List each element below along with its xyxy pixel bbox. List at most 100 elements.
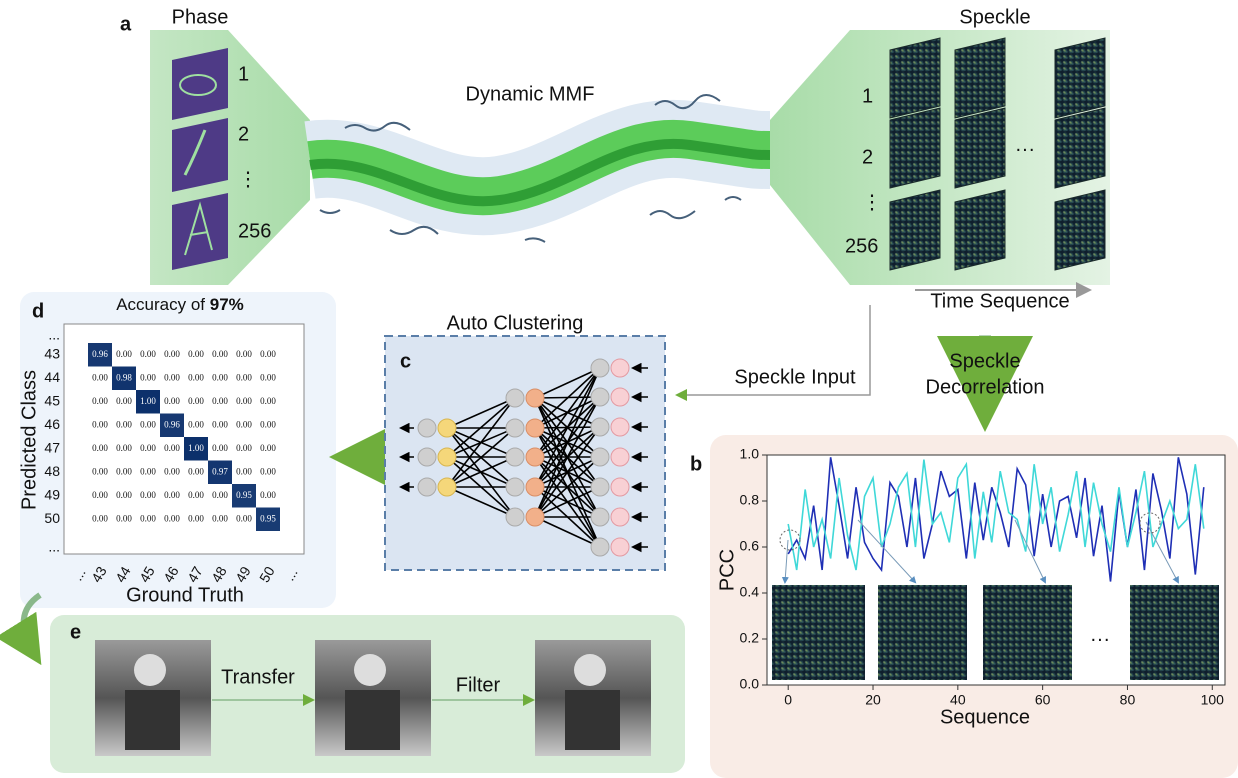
- matrix-value: 0.00: [188, 349, 204, 359]
- y-tick-label: 0.8: [740, 492, 760, 508]
- y-class-label: 47: [44, 439, 60, 455]
- inset-speckle: [772, 585, 865, 680]
- matrix-value: 0.00: [212, 349, 228, 359]
- matrix-value: 0.97: [212, 466, 228, 476]
- node: [438, 448, 456, 466]
- matrix-value: 0.00: [164, 513, 180, 523]
- matrix-value: 0.00: [116, 443, 132, 453]
- node: [506, 419, 524, 437]
- matrix-value: 0.00: [164, 396, 180, 406]
- matrix-value: 0.00: [116, 513, 132, 523]
- matrix-value: 0.98: [116, 372, 132, 382]
- confusion-matrix: 0.96 0.00 0.00 0.00 0.00 0.00 0.00 0.00 0.00 0.98…: [88, 343, 280, 531]
- y-class-label: 50: [44, 510, 60, 526]
- node: [526, 478, 544, 496]
- matrix-value: 0.00: [140, 466, 156, 476]
- matrix-value: 0.95: [260, 513, 276, 523]
- y-class-label: 48: [44, 463, 60, 479]
- x-tick-label: 20: [865, 692, 881, 708]
- matrix-value: 0.00: [260, 490, 276, 500]
- page: Accuracy of 97% 0.96 0.00 0.00 0.00 0.00 0.00…: [0, 0, 1238, 778]
- phase-title: Phase: [172, 6, 229, 28]
- node: [611, 388, 629, 406]
- node: [438, 478, 456, 496]
- matrix-value: 0.00: [188, 396, 204, 406]
- matrix-value: 0.96: [92, 349, 108, 359]
- node: [611, 478, 629, 496]
- speckle-ellipsis: ···: [1015, 138, 1035, 160]
- node: [418, 419, 436, 437]
- phase-index: ⋮: [238, 168, 258, 190]
- node: [418, 448, 436, 466]
- node: [506, 389, 524, 407]
- panel-label: d: [32, 300, 44, 322]
- matrix-value: 0.00: [260, 396, 276, 406]
- matrix-value: 0.00: [164, 490, 180, 500]
- matrix-value: 0.00: [188, 419, 204, 429]
- y-tick-label: 0.4: [740, 584, 760, 600]
- matrix-value: 0.00: [212, 443, 228, 453]
- panel-label: e: [70, 621, 81, 643]
- matrix-value: 0.00: [260, 443, 276, 453]
- x-tick-label: 80: [1120, 692, 1136, 708]
- speckle-input: Speckle Input: [734, 366, 856, 388]
- node: [526, 448, 544, 466]
- x-axis-title: Ground Truth: [126, 584, 244, 606]
- inset-speckle: [983, 585, 1072, 680]
- matrix-value: 0.95: [236, 490, 252, 500]
- matrix-value: 0.00: [140, 490, 156, 500]
- speckle-frame: [890, 38, 940, 118]
- matrix-value: 0.00: [92, 396, 108, 406]
- phase-index: 256: [238, 220, 271, 242]
- node: [418, 478, 436, 496]
- time-label: Time Sequence: [930, 290, 1069, 312]
- node: [611, 418, 629, 436]
- y-class-label: 44: [44, 369, 60, 385]
- y-ellipsis: ...: [48, 539, 60, 555]
- speckle-title: Speckle: [959, 6, 1030, 28]
- y-ellipsis: ...: [48, 327, 60, 343]
- phase-index: 1: [238, 63, 249, 85]
- x-tick-label: 60: [1035, 692, 1051, 708]
- matrix-value: 0.00: [164, 372, 180, 382]
- speckle-frame: [890, 190, 940, 270]
- figure: Accuracy of 97% 0.96 0.00 0.00 0.00 0.00 0.00…: [0, 0, 1238, 778]
- matrix-value: 0.00: [140, 419, 156, 429]
- matrix-value: 0.00: [116, 419, 132, 429]
- matrix-value: 0.00: [236, 513, 252, 523]
- matrix-value: 0.00: [92, 490, 108, 500]
- matrix-value: 0.00: [92, 513, 108, 523]
- node: [506, 508, 524, 526]
- speckle-frame: [955, 38, 1005, 118]
- matrix-value: 0.00: [140, 513, 156, 523]
- node: [526, 419, 544, 437]
- matrix-value: 0.00: [164, 466, 180, 476]
- node: [506, 478, 524, 496]
- matrix-value: 0.00: [188, 513, 204, 523]
- node: [591, 478, 609, 496]
- step-label: Filter: [456, 674, 501, 696]
- speckle-index: 2: [862, 146, 873, 168]
- x-axis-title: Sequence: [940, 706, 1030, 728]
- decorrelation-line: Decorrelation: [926, 376, 1045, 398]
- matrix-title: Accuracy of 97%: [116, 295, 244, 314]
- matrix-value: 1.00: [188, 443, 204, 453]
- step-label: Transfer: [221, 666, 295, 688]
- matrix-value: 0.00: [260, 349, 276, 359]
- y-axis-title: PCC: [716, 549, 738, 591]
- matrix-value: 0.00: [92, 372, 108, 382]
- node: [591, 359, 609, 377]
- matrix-value: 0.00: [260, 419, 276, 429]
- fiber-label: Dynamic MMF: [466, 83, 595, 105]
- matrix-value: 0.00: [260, 372, 276, 382]
- matrix-value: 0.00: [188, 466, 204, 476]
- node: [611, 538, 629, 556]
- y-class-label: 49: [44, 486, 60, 502]
- node: [591, 508, 609, 526]
- phase-index: 2: [238, 123, 249, 145]
- y-class-label: 46: [44, 416, 60, 432]
- speckle-frame: [890, 108, 940, 188]
- photos: [95, 640, 651, 756]
- panel-label: b: [690, 453, 702, 475]
